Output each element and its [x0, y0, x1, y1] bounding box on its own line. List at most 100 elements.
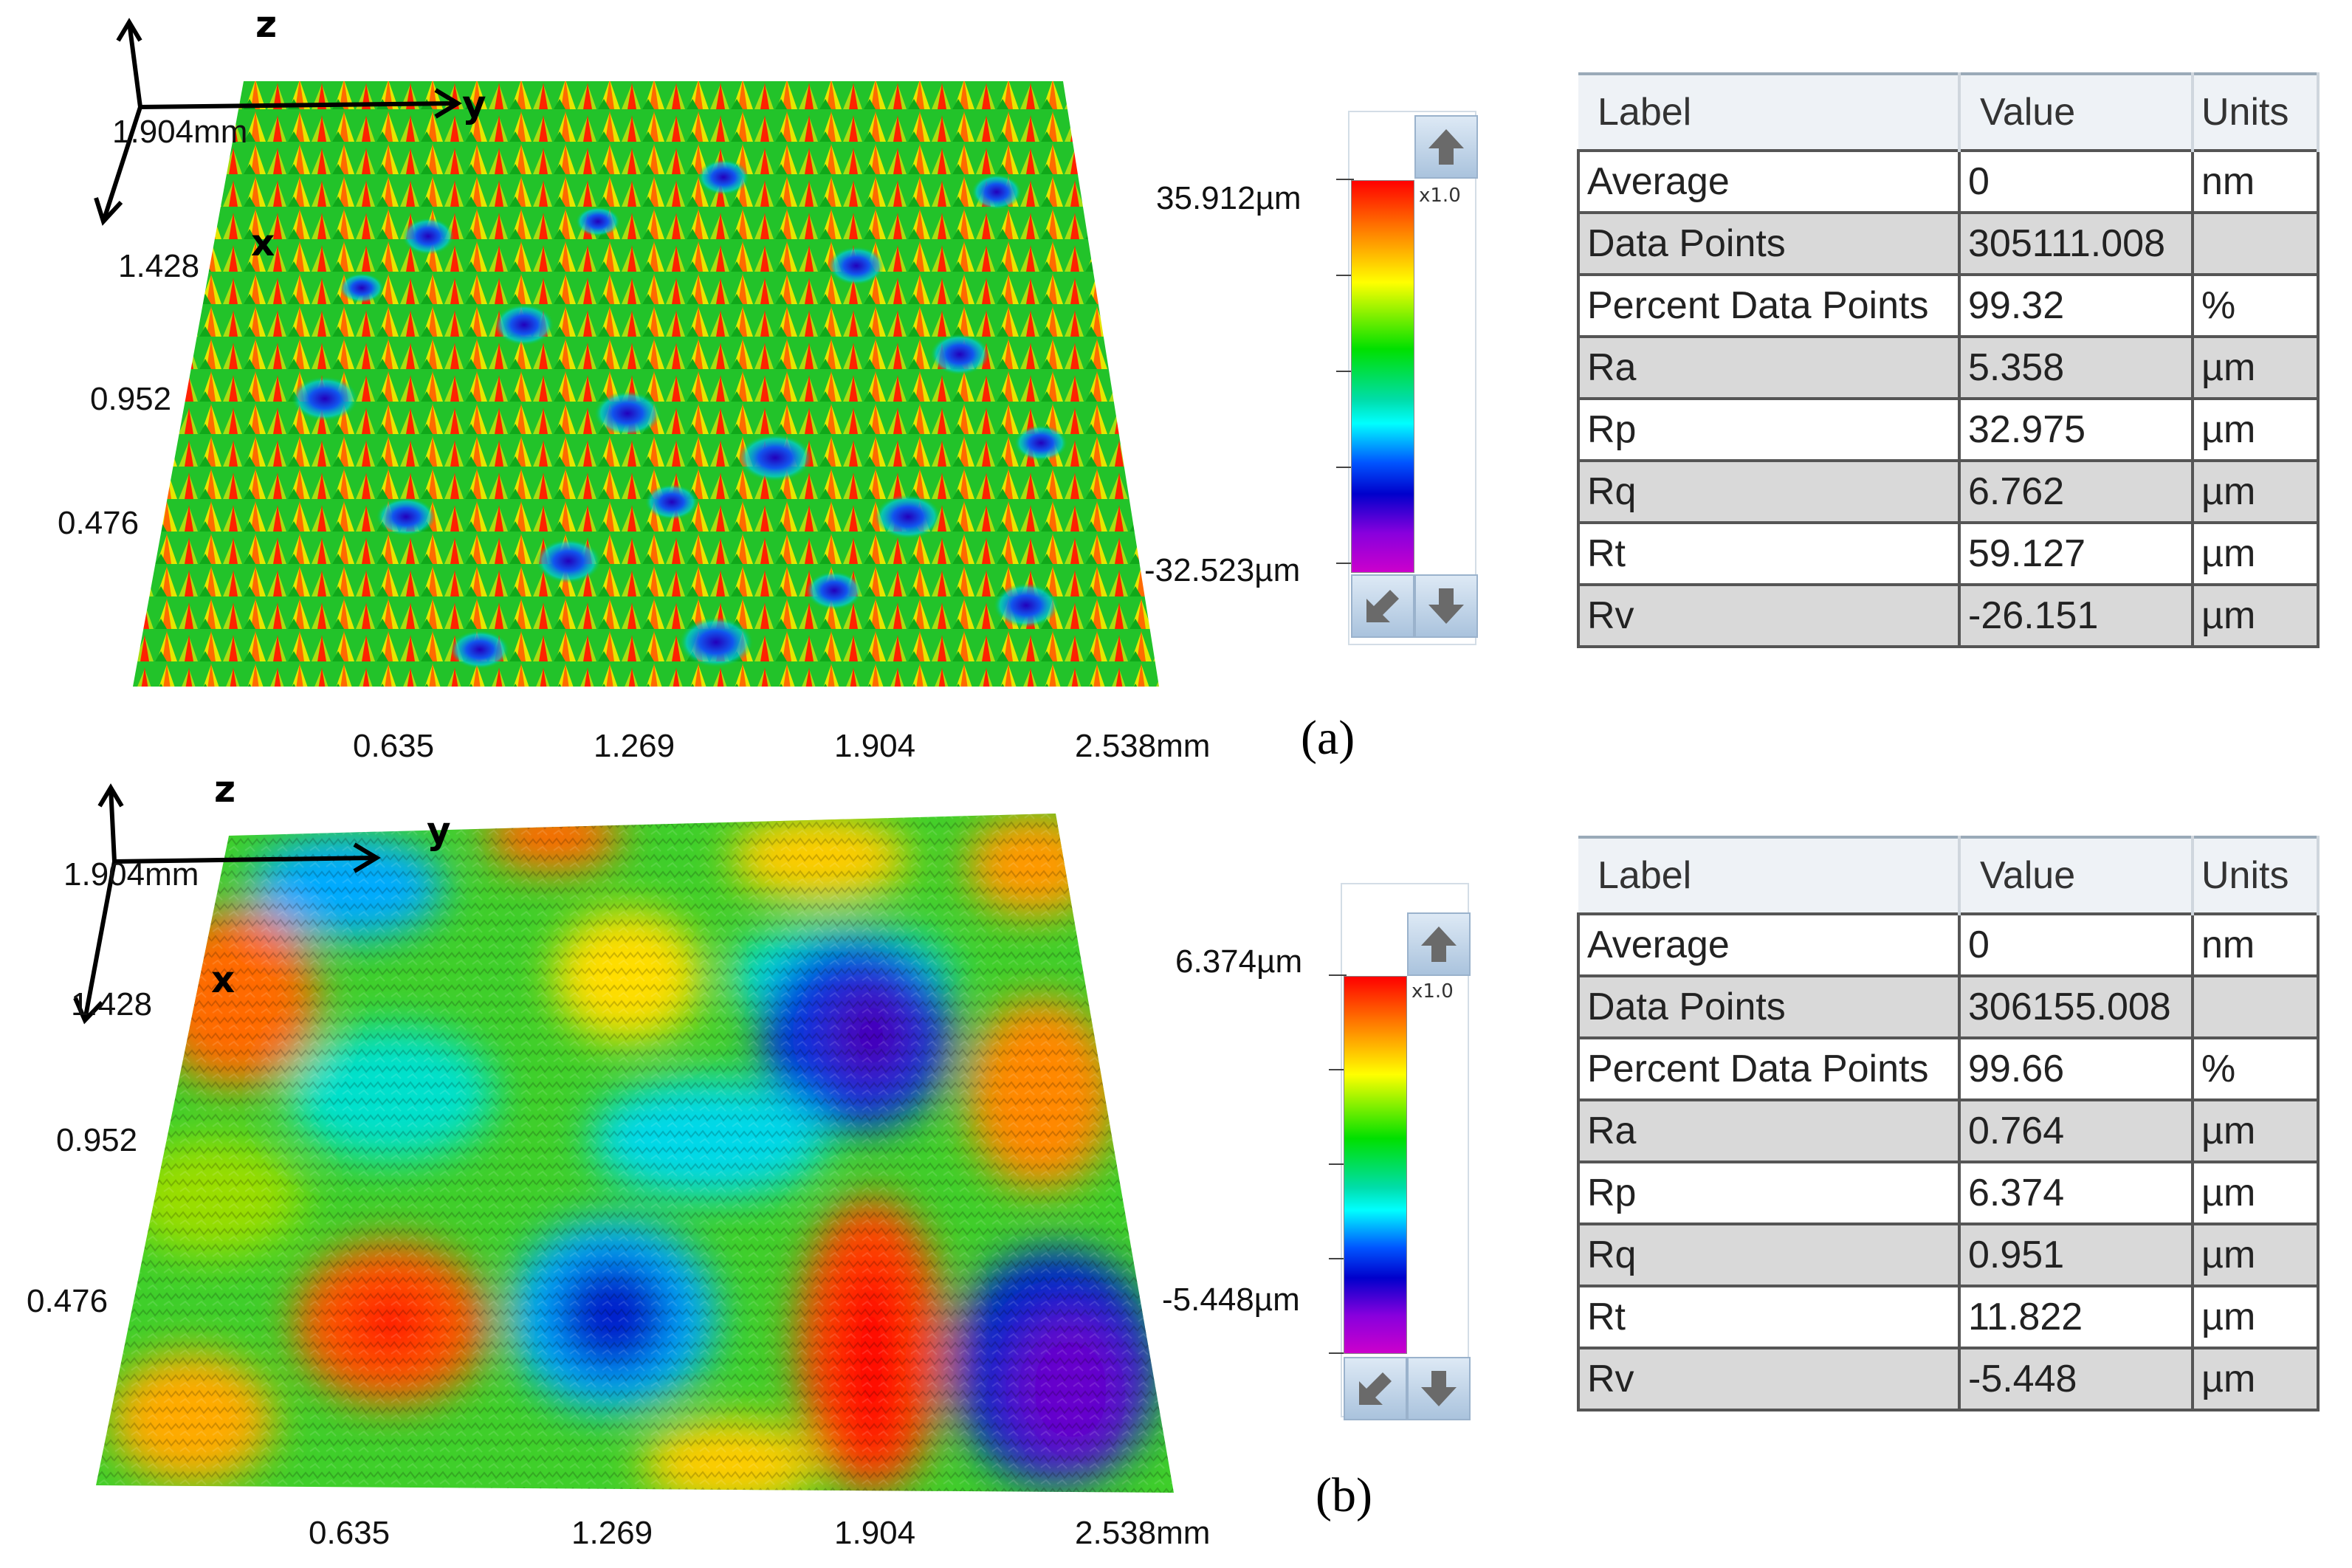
- row-units: µm: [2191, 583, 2320, 648]
- scale-tick: [1336, 371, 1354, 372]
- y-axis-letter: y: [462, 83, 486, 125]
- scale-max-label: 35.912µm: [1156, 180, 1301, 216]
- y-tick-label: 1.904mm: [112, 114, 248, 150]
- table-row: Ra 0.764 µm: [1577, 1098, 2320, 1163]
- panel-b: z y x 1.904mm 1.428 0.952 0.476 0.635 1.…: [0, 768, 2352, 1568]
- x-tick-label: 1.269: [571, 1515, 653, 1551]
- table-row: Average 0 nm: [1577, 149, 2320, 214]
- arrow-down-icon: [1421, 1371, 1457, 1406]
- row-value: -5.448: [1958, 1347, 2194, 1411]
- row-label: Rq: [1577, 459, 1961, 524]
- surface-3d-plot-a: [94, 18, 1159, 687]
- column-header: Label: [1578, 72, 1961, 151]
- scale-tick: [1329, 1163, 1347, 1165]
- x-tick-label: 1.904: [834, 728, 916, 764]
- roughness-table: Label Value Units Average 0 nm Data Poin…: [1577, 72, 2320, 648]
- y-axis-letter: y: [427, 809, 451, 852]
- y-tick-label: 1.904mm: [63, 856, 199, 893]
- table-row: Ra 5.358 µm: [1577, 335, 2320, 400]
- row-value: 11.822: [1958, 1285, 2194, 1349]
- x-tick-label: 0.635: [353, 728, 435, 764]
- scale-tick: [1336, 275, 1354, 276]
- zoom-label: x1.0: [1411, 980, 1454, 1003]
- row-value: 59.127: [1958, 521, 2194, 586]
- zoom-label: x1.0: [1419, 185, 1461, 207]
- table-row: Data Points 306155.008: [1577, 974, 2320, 1039]
- column-header: Units: [2193, 72, 2320, 151]
- row-units: [2191, 211, 2320, 276]
- row-units: µm: [2191, 459, 2320, 524]
- x-tick-label: 2.538mm: [1075, 728, 1211, 764]
- scale-tick: [1329, 1352, 1347, 1354]
- row-label: Data Points: [1577, 211, 1961, 276]
- color-scale-bar: x1.0: [1314, 883, 1476, 1420]
- row-label: Data Points: [1577, 974, 1961, 1039]
- scale-tick: [1329, 974, 1347, 976]
- row-units: µm: [2191, 1285, 2320, 1349]
- y-tick-label: 0.476: [58, 505, 140, 541]
- row-value: 99.66: [1958, 1036, 2194, 1101]
- x-tick-label: 0.635: [309, 1515, 391, 1551]
- row-value: 6.374: [1958, 1160, 2194, 1225]
- x-tick-label: 1.269: [594, 728, 675, 764]
- row-value: 0: [1958, 912, 2194, 977]
- scale-reset-button[interactable]: [1344, 1357, 1407, 1420]
- z-axis-letter: z: [255, 3, 278, 46]
- column-header: Value: [1959, 72, 2194, 151]
- y-tick-label: 1.428: [118, 248, 200, 284]
- y-tick-label: 1.428: [71, 986, 153, 1022]
- x-axis-letter: x: [211, 958, 235, 1001]
- arrow-up-icon: [1421, 926, 1457, 962]
- row-units: nm: [2191, 912, 2320, 977]
- row-units: µm: [2191, 1223, 2320, 1287]
- scale-up-button[interactable]: [1414, 115, 1478, 179]
- row-units: µm: [2191, 1098, 2320, 1163]
- row-value: 6.762: [1958, 459, 2194, 524]
- scale-min-label: -5.448µm: [1162, 1282, 1300, 1318]
- row-units: %: [2191, 273, 2320, 338]
- panel-label: (a): [1301, 711, 1355, 765]
- arrow-up-icon: [1428, 129, 1464, 165]
- table-header-row: Label Value Units: [1578, 836, 2320, 914]
- row-label: Rt: [1577, 1285, 1961, 1349]
- row-label: Percent Data Points: [1577, 1036, 1961, 1101]
- scale-tick: [1336, 563, 1354, 564]
- scale-down-button[interactable]: [1407, 1357, 1471, 1420]
- scale-tick: [1336, 179, 1354, 180]
- row-units: µm: [2191, 1347, 2320, 1411]
- scale-down-button[interactable]: [1414, 574, 1478, 638]
- column-header: Units: [2193, 836, 2320, 914]
- scale-reset-button[interactable]: [1351, 574, 1414, 638]
- scale-tick: [1336, 467, 1354, 468]
- row-units: [2191, 974, 2320, 1039]
- table-row: Rt 11.822 µm: [1577, 1285, 2320, 1349]
- y-tick-label: 0.952: [56, 1122, 138, 1158]
- table-row: Percent Data Points 99.66 %: [1577, 1036, 2320, 1101]
- z-axis-letter: z: [214, 768, 236, 811]
- row-label: Average: [1577, 912, 1961, 977]
- scale-max-label: 6.374µm: [1175, 943, 1303, 980]
- row-units: %: [2191, 1036, 2320, 1101]
- row-value: 0: [1958, 149, 2194, 214]
- row-units: µm: [2191, 335, 2320, 400]
- row-label: Rv: [1577, 583, 1961, 648]
- arrow-diagonal-icon: [1359, 1372, 1392, 1405]
- row-label: Percent Data Points: [1577, 273, 1961, 338]
- table-row: Rq 0.951 µm: [1577, 1223, 2320, 1287]
- scale-up-button[interactable]: [1407, 912, 1471, 976]
- table-row: Rv -5.448 µm: [1577, 1347, 2320, 1411]
- row-units: µm: [2191, 397, 2320, 462]
- roughness-table: Label Value Units Average 0 nm Data Poin…: [1577, 836, 2320, 1411]
- row-label: Rp: [1577, 397, 1961, 462]
- table-row: Rp 32.975 µm: [1577, 397, 2320, 462]
- color-scale-bar: x1.0: [1321, 111, 1484, 645]
- table-row: Rp 6.374 µm: [1577, 1160, 2320, 1225]
- row-value: 32.975: [1958, 397, 2194, 462]
- table-row: Data Points 305111.008: [1577, 211, 2320, 276]
- y-tick-label: 0.952: [90, 381, 172, 417]
- row-units: µm: [2191, 521, 2320, 586]
- table-row: Rv -26.151 µm: [1577, 583, 2320, 648]
- row-label: Rt: [1577, 521, 1961, 586]
- table-row: Average 0 nm: [1577, 912, 2320, 977]
- column-header: Label: [1578, 836, 1961, 914]
